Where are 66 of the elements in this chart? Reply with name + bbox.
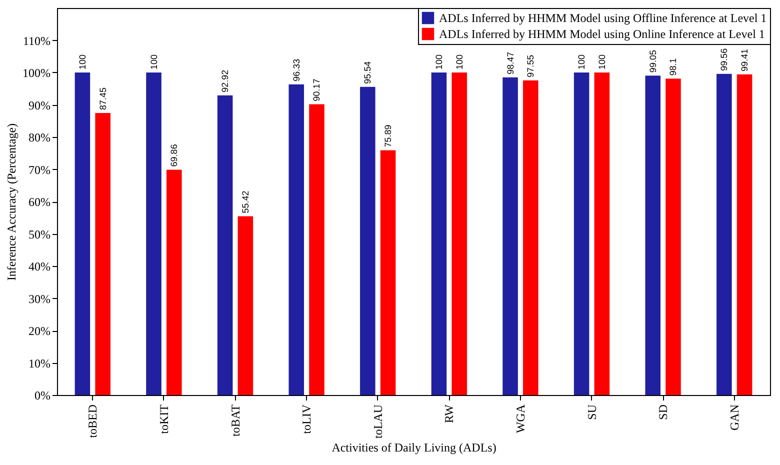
y-tick-label: 50% <box>28 227 50 242</box>
data-label: 99.56 <box>719 48 730 71</box>
bar <box>360 86 376 395</box>
y-tick-label: 10% <box>28 356 50 370</box>
data-label: 98.1 <box>668 58 678 76</box>
x-tick-label: toLAU <box>370 404 385 438</box>
bar <box>574 72 590 395</box>
y-tick-label: 70% <box>28 162 50 177</box>
x-tick-label: toLIV <box>300 404 314 434</box>
data-label: 87.45 <box>98 87 108 110</box>
x-tick-label: SD <box>656 404 670 420</box>
data-label: 97.55 <box>526 54 536 78</box>
y-tick-label: 80% <box>28 130 50 144</box>
data-label: 55.42 <box>240 190 250 214</box>
legend-label: ADLs Inferred by HHMM Model using Offline Inference at Level 1 <box>439 11 767 25</box>
y-tick-label: 100% <box>22 66 50 80</box>
bar <box>238 216 254 395</box>
bar <box>645 76 661 395</box>
bar <box>166 170 182 395</box>
data-label: 100 <box>434 54 444 70</box>
x-tick-label: RW <box>442 404 456 424</box>
data-label: 96.33 <box>291 58 302 82</box>
y-tick-label: 90% <box>28 98 50 112</box>
data-label: 75.89 <box>383 124 394 148</box>
data-label: 90.17 <box>312 78 322 102</box>
y-tick-label: 60% <box>28 195 50 209</box>
x-tick-label: GAN <box>727 404 742 430</box>
data-label: 100 <box>77 54 88 70</box>
data-label: 100 <box>576 54 587 70</box>
bar <box>502 77 518 395</box>
y-tick-label: 20% <box>28 324 50 338</box>
bar <box>522 80 538 395</box>
data-label: 100 <box>148 54 159 70</box>
bar <box>217 95 233 395</box>
data-label: 95.54 <box>362 61 373 84</box>
data-label: 100 <box>454 54 464 70</box>
bar <box>716 74 732 395</box>
x-tick-label: toBAT <box>228 404 242 437</box>
bar <box>666 78 681 395</box>
y-tick-label: 40% <box>28 260 50 274</box>
bar <box>452 72 467 395</box>
y-tick-label: 0% <box>34 388 50 402</box>
x-tick-label: toKIT <box>156 404 171 434</box>
bar <box>288 84 304 395</box>
x-tick-label: SU <box>584 404 599 420</box>
x-tick-label: toBED <box>86 404 100 438</box>
data-label: 99.41 <box>740 48 750 72</box>
data-label: 100 <box>596 54 607 70</box>
data-label: 69.86 <box>169 144 180 167</box>
legend-label: ADLs Inferred by HHMM Model using Online Inference at Level 1 <box>439 27 765 41</box>
data-label: 98.47 <box>505 52 516 74</box>
bar <box>431 72 447 395</box>
bar <box>380 150 396 395</box>
x-axis-title: Activities of Daily Living (ADLs) <box>332 440 496 454</box>
data-label: 92.92 <box>220 70 230 92</box>
bar <box>95 112 110 395</box>
bar <box>146 72 162 395</box>
data-label: 99.05 <box>648 50 658 73</box>
y-axis-title: Inference Accuracy (Percentage) <box>4 123 19 281</box>
bar <box>736 74 752 395</box>
x-tick-label: WGA <box>513 404 528 434</box>
bar <box>309 104 324 395</box>
y-tick-label: 30% <box>28 292 50 306</box>
y-tick-label: 110% <box>22 34 50 48</box>
bar <box>594 72 610 395</box>
bar <box>74 72 90 395</box>
